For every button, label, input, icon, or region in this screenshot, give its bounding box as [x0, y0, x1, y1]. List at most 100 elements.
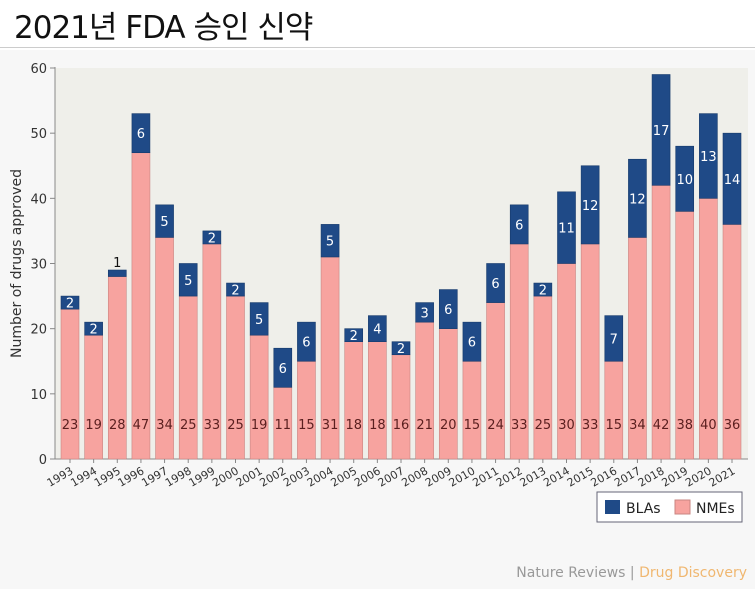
nme-data-label: 28 [109, 418, 126, 433]
bar-bla [155, 204, 174, 238]
bar-bla [533, 282, 553, 297]
bla-data-label: 6 [137, 127, 145, 142]
bar-nme [391, 354, 411, 460]
bla-data-label: 4 [373, 323, 381, 338]
nme-data-label: 42 [653, 418, 670, 433]
bar-bla [297, 321, 316, 362]
credit-section: Drug Discovery [639, 565, 747, 581]
bla-data-label: 11 [558, 222, 575, 237]
bar-bla [273, 347, 293, 388]
bla-data-label: 2 [350, 329, 358, 344]
bar-bla [368, 315, 387, 342]
nme-data-label: 25 [535, 418, 552, 433]
bla-data-label: 5 [184, 274, 192, 289]
bar-bla [722, 132, 742, 225]
y-tick-label: 0 [39, 453, 47, 468]
nme-data-label: 21 [416, 418, 433, 433]
legend [596, 491, 743, 523]
x-tick-label: 2021 [707, 464, 738, 489]
nme-data-label: 18 [345, 418, 362, 433]
bar-bla [344, 328, 364, 342]
bla-data-label: 6 [302, 336, 310, 351]
bar-bla [320, 224, 340, 258]
bla-data-label: 5 [160, 215, 168, 230]
nme-data-label: 33 [204, 418, 221, 433]
bar-bla [699, 113, 718, 199]
nme-data-label: 11 [275, 418, 292, 433]
nme-data-label: 24 [487, 418, 504, 433]
legend-label-bla: BLAs [626, 501, 661, 517]
divider [0, 47, 755, 48]
bar-nme [178, 295, 198, 460]
nme-data-label: 19 [85, 418, 102, 433]
bar-bla [178, 263, 198, 297]
y-tick-label: 60 [30, 62, 47, 77]
bla-data-label: 14 [724, 173, 741, 188]
nme-data-label: 33 [582, 418, 599, 433]
bla-data-label: 6 [444, 303, 452, 318]
nme-data-label: 34 [629, 418, 646, 433]
nme-data-label: 33 [511, 418, 528, 433]
bar-nme [84, 334, 103, 460]
nme-data-label: 25 [180, 418, 197, 433]
bar-bla [415, 302, 434, 323]
nme-data-label: 15 [464, 418, 481, 433]
bla-data-label: 7 [610, 332, 618, 347]
bar-bla [202, 230, 222, 245]
bar-nme [368, 341, 387, 460]
y-tick-label: 50 [30, 127, 47, 142]
y-tick-label: 10 [30, 388, 47, 403]
bla-data-label: 1 [113, 256, 121, 271]
bar-bla [557, 191, 576, 264]
bla-data-label: 2 [66, 297, 74, 312]
credit-separator: | [625, 565, 640, 581]
bla-data-label: 3 [421, 306, 429, 321]
bar-bla [107, 269, 127, 277]
bar-bla [580, 165, 600, 245]
bla-data-label: 6 [515, 218, 523, 233]
bla-data-label: 10 [676, 173, 693, 188]
bla-data-label: 17 [653, 124, 670, 139]
y-tick-label: 40 [30, 192, 47, 207]
bar-bla [226, 282, 245, 297]
bar-bla [604, 315, 624, 362]
nme-data-label: 23 [62, 418, 79, 433]
bar-nme [344, 341, 364, 460]
bar-nme [131, 152, 151, 460]
bar-nme [226, 295, 245, 460]
nme-data-label: 34 [156, 418, 173, 433]
bla-data-label: 2 [539, 284, 547, 299]
bla-data-label: 12 [582, 199, 599, 214]
bar-nme [438, 328, 458, 460]
bar-bla [391, 341, 411, 356]
bar-nme [249, 334, 269, 460]
bla-data-label: 2 [397, 342, 405, 357]
bar-bla [60, 295, 80, 310]
bla-data-label: 6 [279, 362, 287, 377]
legend-swatch-bla [605, 500, 620, 514]
bar-bla [628, 158, 647, 238]
bar-bla [462, 321, 482, 362]
bla-data-label: 2 [208, 231, 216, 246]
legend-swatch-nme [674, 499, 691, 515]
bla-data-label: 6 [491, 277, 499, 292]
nme-data-label: 20 [440, 418, 457, 433]
credit-journal: Nature Reviews [516, 565, 626, 581]
bla-data-label: 2 [90, 323, 98, 338]
bla-data-label: 5 [326, 235, 334, 250]
bar-nme [604, 360, 624, 460]
nme-data-label: 47 [133, 418, 150, 433]
bla-data-label: 2 [231, 284, 239, 299]
bar-nme [486, 302, 505, 460]
bar-bla [509, 204, 529, 245]
nme-data-label: 38 [676, 418, 693, 433]
bla-data-label: 12 [629, 192, 646, 207]
nme-data-label: 18 [369, 418, 386, 433]
bar-bla [84, 321, 103, 336]
bar-nme [533, 295, 553, 460]
nme-data-label: 15 [298, 418, 315, 433]
legend-label-nme: NMEs [696, 501, 735, 517]
nme-data-label: 30 [558, 418, 575, 433]
bla-data-label: 5 [255, 313, 263, 328]
